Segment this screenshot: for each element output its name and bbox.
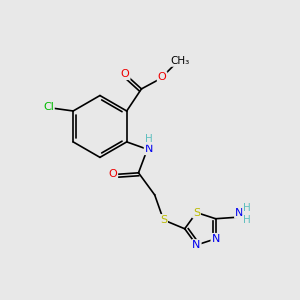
Text: O: O (109, 169, 117, 179)
Text: H: H (145, 134, 153, 144)
Text: H: H (243, 215, 251, 225)
Text: O: O (121, 69, 130, 79)
Text: N: N (235, 208, 243, 218)
Text: H: H (243, 203, 251, 213)
Text: Cl: Cl (43, 102, 54, 112)
Text: CH₃: CH₃ (170, 56, 189, 66)
Text: N: N (212, 234, 220, 244)
Text: O: O (158, 72, 167, 82)
Text: N: N (145, 144, 153, 154)
Text: N: N (192, 240, 201, 250)
Text: S: S (193, 208, 200, 218)
Text: S: S (160, 215, 167, 225)
